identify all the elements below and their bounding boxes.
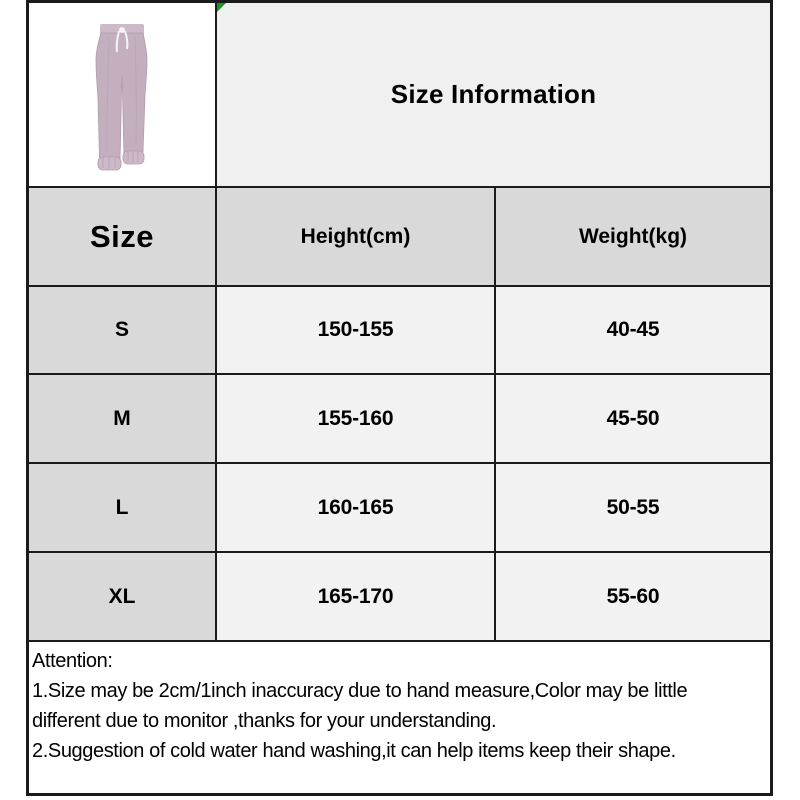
attention-title: Attention: <box>32 650 113 672</box>
row-l-size-label: L <box>29 464 217 553</box>
column-header-height: Height(cm) <box>217 188 496 287</box>
attention-line-3: 2.Suggestion of cold water hand washing,… <box>32 740 676 762</box>
row-xl-weight-value: 55-60 <box>496 553 770 642</box>
size-information-header: Size Information <box>217 3 770 188</box>
row-m-height-value: 155-160 <box>217 375 496 464</box>
row-l-weight-value: 50-55 <box>496 464 770 553</box>
row-m-size-label: M <box>29 375 217 464</box>
row-m-weight-value: 45-50 <box>496 375 770 464</box>
column-header-size: Size <box>29 188 217 287</box>
pants-image <box>83 21 161 173</box>
attention-section: Attention: 1.Size may be 2cm/1inch inacc… <box>29 642 770 793</box>
row-xl-size-label: XL <box>29 553 217 642</box>
green-corner-flag-icon <box>217 3 226 12</box>
row-s-height-value: 150-155 <box>217 287 496 375</box>
column-header-weight: Weight(kg) <box>496 188 770 287</box>
row-l-height-value: 160-165 <box>217 464 496 553</box>
row-xl-height-value: 165-170 <box>217 553 496 642</box>
product-image-cell <box>29 3 217 188</box>
size-chart-sheet: Size Information Size Height(cm) Weight(… <box>26 0 773 796</box>
pants-illustration <box>95 23 148 170</box>
attention-line-1: 1.Size may be 2cm/1inch inaccuracy due t… <box>32 680 688 702</box>
row-s-weight-value: 40-45 <box>496 287 770 375</box>
attention-line-2: different due to monitor ,thanks for you… <box>32 710 497 732</box>
row-s-size-label: S <box>29 287 217 375</box>
page-title: Size Information <box>390 79 597 109</box>
